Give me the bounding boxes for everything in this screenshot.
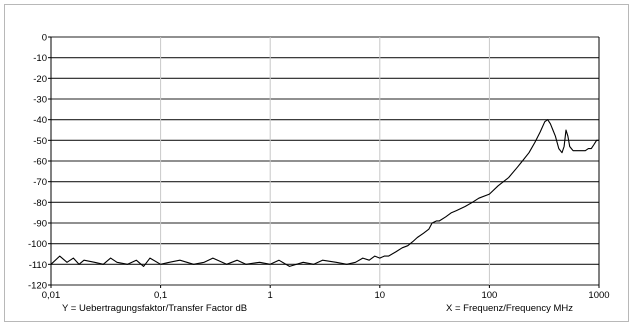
y-tick-label: -50 <box>33 136 47 147</box>
y-tick-label: -70 <box>33 177 47 188</box>
y-tick-label: -80 <box>33 198 47 209</box>
x-axis-label: X = Frequenz/Frequency MHz <box>446 303 573 314</box>
y-tick-label: -30 <box>33 95 47 106</box>
x-tick-label: 0,01 <box>42 290 61 301</box>
y-axis-label: Y = Uebertragungsfaktor/Transfer Factor … <box>62 303 247 314</box>
y-axis-ticks: 0 -10 -20 -30 -40 -50 -60 -70 -80 -90 -100 -110 -120 <box>28 33 51 292</box>
y-tick-label: 0 <box>42 33 47 44</box>
y-tick-label: -10 <box>33 53 47 64</box>
series-layer <box>50 119 599 267</box>
transfer-factor-series <box>50 119 599 267</box>
x-axis-ticks: 0,01 0,1 1 10 100 1000 <box>42 285 610 301</box>
chart-frame <box>4 4 629 322</box>
y-tick-label: -40 <box>33 115 47 126</box>
x-tick-label: 0,1 <box>154 290 167 301</box>
y-tick-label: -90 <box>33 219 47 230</box>
x-tick-label: 1 <box>268 290 273 301</box>
y-tick-label: -110 <box>29 260 47 271</box>
y-tick-label: -20 <box>33 74 47 85</box>
grid-lines <box>50 36 600 286</box>
x-tick-label: 100 <box>481 290 497 301</box>
y-tick-label: -60 <box>33 157 47 168</box>
y-tick-label: -100 <box>28 239 47 250</box>
y-tick-label: -120 <box>28 281 47 292</box>
x-tick-label: 10 <box>375 290 386 301</box>
x-tick-label: 1000 <box>588 290 609 301</box>
